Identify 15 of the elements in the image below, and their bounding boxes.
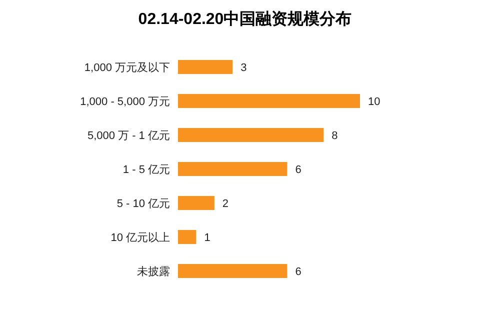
category-label: 5,000 万 - 1 亿元 <box>87 130 170 142</box>
category-label: 未披露 <box>137 266 170 278</box>
data-label: 2 <box>222 198 229 210</box>
category-label: 5 - 10 亿元 <box>116 198 170 210</box>
data-label: 10 <box>368 96 380 108</box>
data-label: 8 <box>332 130 338 142</box>
category-label: 1,000 - 5,000 万元 <box>80 96 170 108</box>
category-label: 10 亿元以上 <box>110 232 170 244</box>
category-label: 1,000 万元及以下 <box>84 62 170 74</box>
data-label: 6 <box>295 164 302 176</box>
category-label: 1 - 5 亿元 <box>122 164 170 176</box>
data-label: 6 <box>295 266 302 278</box>
title: 02.14-02.20中国融资规模分布 <box>138 11 352 28</box>
data-label: 3 <box>240 62 247 74</box>
data-label: 1 <box>204 232 210 244</box>
